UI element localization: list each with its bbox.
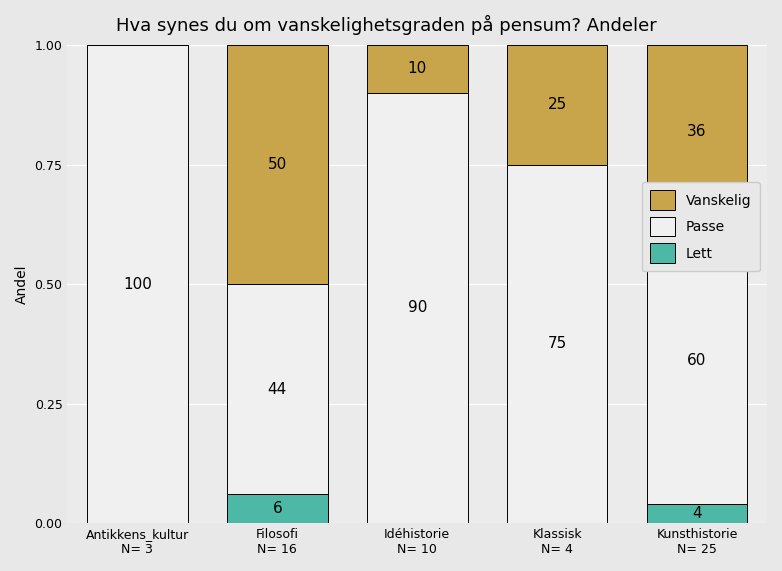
Text: 44: 44: [267, 382, 287, 397]
Text: 25: 25: [547, 97, 567, 112]
Bar: [507, 164, 608, 523]
Text: 36: 36: [687, 123, 707, 139]
Bar: [87, 45, 188, 523]
Text: 10: 10: [407, 61, 427, 77]
Bar: [367, 93, 468, 523]
Bar: [647, 504, 748, 523]
Bar: [227, 45, 328, 284]
Text: 6: 6: [272, 501, 282, 516]
Text: 75: 75: [547, 336, 567, 351]
Bar: [227, 284, 328, 494]
Bar: [507, 45, 608, 164]
Bar: [647, 45, 748, 217]
Text: 50: 50: [267, 157, 287, 172]
Bar: [647, 217, 748, 504]
Text: 60: 60: [687, 353, 707, 368]
Text: 4: 4: [692, 506, 702, 521]
Legend: Vanskelig, Passe, Lett: Vanskelig, Passe, Lett: [642, 182, 760, 271]
Bar: [227, 494, 328, 523]
Bar: [367, 45, 468, 93]
Y-axis label: Andel: Andel: [15, 264, 29, 304]
Text: Hva synes du om vanskelighetsgraden på pensum? Andeler: Hva synes du om vanskelighetsgraden på p…: [117, 15, 657, 35]
Text: 90: 90: [407, 300, 427, 315]
Text: 100: 100: [123, 276, 152, 292]
